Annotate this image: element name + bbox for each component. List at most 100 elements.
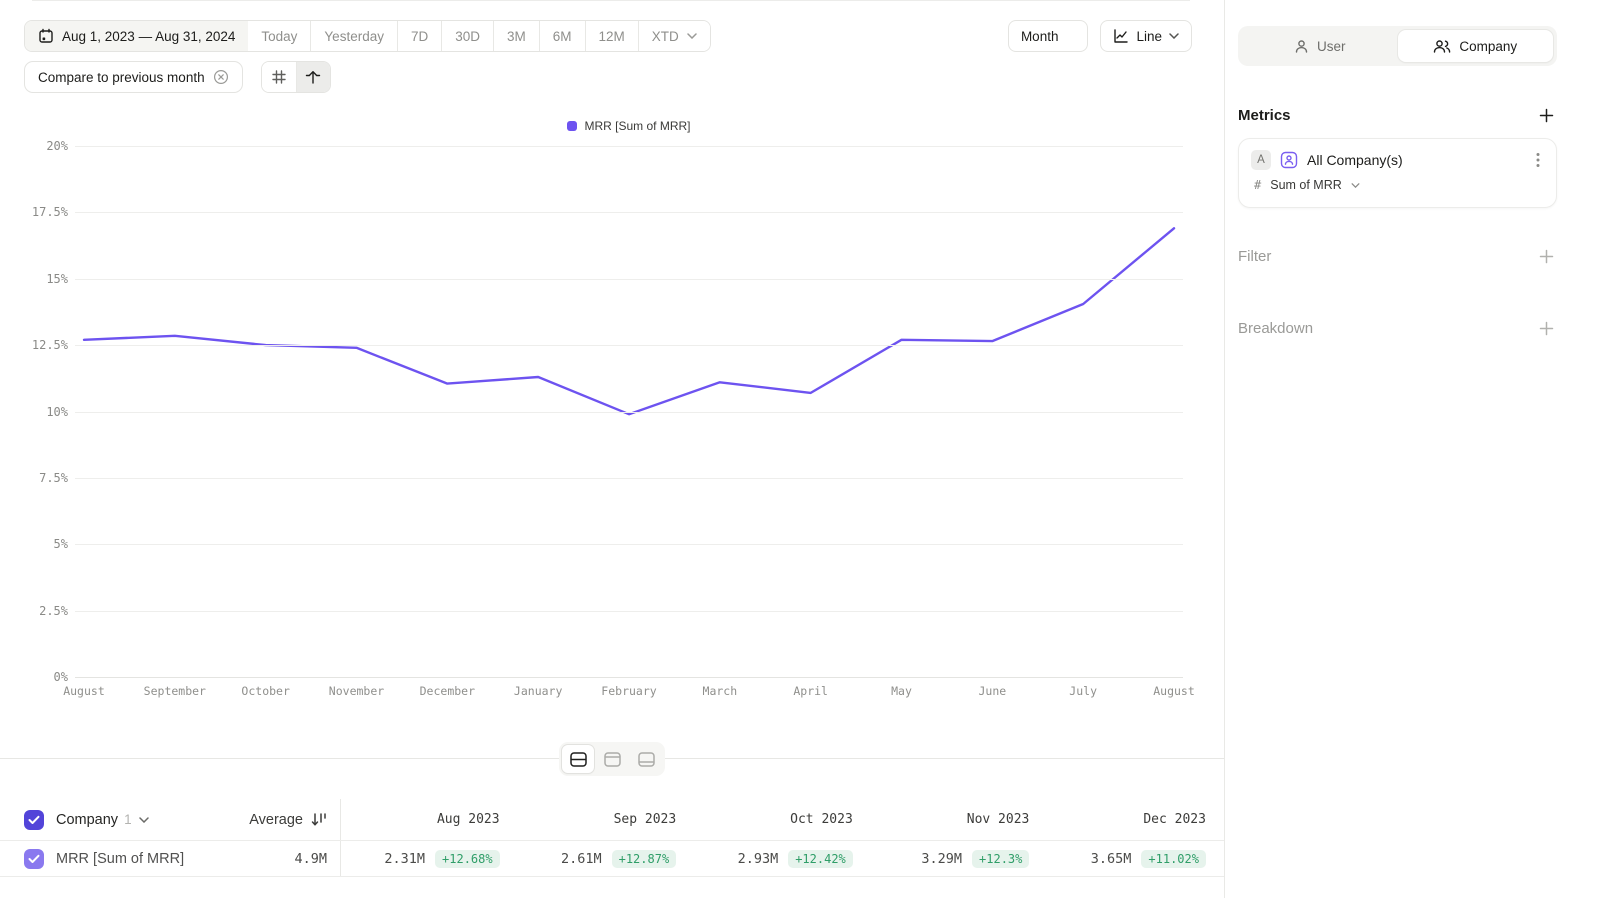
- entity-count: 1: [124, 812, 132, 827]
- x-axis-tick-label: August: [1153, 684, 1195, 698]
- tab-company[interactable]: Company: [1397, 30, 1553, 62]
- cell-value: 2.93M: [737, 850, 779, 867]
- x-axis-tick-label: September: [143, 684, 206, 698]
- layout-bottom-panel-button[interactable]: [630, 745, 662, 773]
- chart-type-label: Line: [1136, 28, 1162, 44]
- row-checkbox[interactable]: [24, 848, 44, 869]
- compare-chip-label: Compare to previous month: [38, 69, 205, 85]
- date-range-label: Aug 1, 2023 — Aug 31, 2024: [62, 28, 236, 44]
- month-value-cell: 2.61M +12.87%: [518, 841, 695, 876]
- quick-range-yesterday-button[interactable]: Yesterday: [310, 21, 397, 51]
- bottom-section: Company 1 Average Aug 2023 Sep 2023 Oct 20…: [0, 742, 1224, 898]
- delta-badge: +12.68%: [435, 849, 500, 868]
- chart-gridline: [75, 610, 1183, 612]
- add-metric-button[interactable]: [1535, 104, 1557, 126]
- line-chart-icon: [1113, 28, 1129, 44]
- top-divider: [32, 0, 1190, 1]
- chart-gridline: [75, 146, 1183, 147]
- y-axis-tick-label: 12.5%: [31, 338, 68, 353]
- cell-value: 2.31M: [384, 850, 426, 867]
- y-axis-tick-label: 15%: [46, 271, 68, 286]
- chevron-down-icon: [687, 33, 697, 39]
- cell-value: 3.65M: [1090, 850, 1132, 867]
- y-axis-tick-label: 5%: [53, 537, 68, 552]
- average-column-label[interactable]: Average: [249, 811, 303, 828]
- chart-gridline: [75, 411, 1183, 413]
- chart-type-dropdown[interactable]: Line: [1100, 20, 1192, 52]
- month-column-header: Oct 2023: [694, 799, 871, 840]
- chevron-down-icon: [1169, 33, 1179, 39]
- x-axis-tick-label: January: [513, 684, 563, 698]
- metric-row-average: 4.9M: [294, 850, 327, 867]
- layout-split-horizontal-button[interactable]: [562, 745, 594, 773]
- quick-range-3m-button[interactable]: 3M: [493, 21, 539, 51]
- mrr-line-series: [82, 227, 1176, 416]
- x-axis-tick-label: August: [63, 684, 105, 698]
- gridlines-toggle-button[interactable]: [261, 62, 296, 92]
- table-row[interactable]: MRR [Sum of MRR] 4.9M 2.31M +12.68% 2.61M +…: [0, 841, 1224, 877]
- compare-chip[interactable]: Compare to previous month: [24, 61, 243, 93]
- quick-range-today-button[interactable]: Today: [248, 21, 311, 51]
- baseline-toggle-button[interactable]: [295, 62, 330, 92]
- y-axis-tick-label: 10%: [46, 404, 68, 419]
- user-icon: [1294, 39, 1309, 54]
- breakdown-section: Breakdown: [1238, 317, 1557, 339]
- metric-options-kebab-icon[interactable]: [1532, 150, 1544, 170]
- metric-card[interactable]: A All Company(s) # Sum of MRR: [1238, 138, 1557, 208]
- quick-range-12m-button[interactable]: 12M: [584, 21, 638, 51]
- tab-user[interactable]: User: [1242, 30, 1398, 62]
- month-column-label: Aug 2023: [436, 812, 500, 827]
- granularity-dropdown[interactable]: Month: [1007, 20, 1089, 52]
- chart-legend: MRR [Sum of MRR]: [75, 119, 1183, 133]
- add-breakdown-button[interactable]: [1535, 317, 1557, 339]
- x-axis-tick-label: March: [702, 684, 738, 698]
- chart-gridline: [75, 345, 1183, 347]
- legend-swatch: [567, 121, 578, 131]
- tab-company-label: Company: [1459, 38, 1518, 54]
- quick-range-xtd-button[interactable]: XTD: [637, 21, 710, 51]
- month-column-header: Nov 2023: [871, 799, 1048, 840]
- config-sidebar: User Company Metrics A: [1224, 0, 1600, 898]
- month-column-label: Dec 2023: [1143, 812, 1206, 827]
- layout-top-panel-button[interactable]: [596, 745, 628, 773]
- toolbar-right: Month Line: [1007, 20, 1192, 52]
- granularity-label: Month: [1020, 28, 1059, 44]
- toolbar-secondary: Compare to previous month: [24, 61, 331, 93]
- chevron-down-icon: [1065, 33, 1075, 39]
- chart-display-toggles: [260, 61, 331, 93]
- metric-row-name: MRR [Sum of MRR]: [56, 850, 185, 867]
- grid-icon: [271, 69, 287, 85]
- metric-row-name-cell: MRR [Sum of MRR] 4.9M: [0, 841, 341, 876]
- calendar-icon: [38, 28, 54, 44]
- x-axis-tick-label: November: [328, 684, 385, 698]
- quick-range-6m-button[interactable]: 6M: [538, 21, 585, 51]
- sort-descending-icon[interactable]: [311, 812, 327, 827]
- quick-range-30d-button[interactable]: 30D: [441, 21, 493, 51]
- y-axis-tick-label: 0%: [53, 670, 68, 684]
- metric-aggregation-row[interactable]: # Sum of MRR: [1251, 178, 1544, 192]
- chevron-down-icon: [1351, 182, 1360, 188]
- x-axis-tick-label: April: [793, 684, 828, 698]
- tab-user-label: User: [1316, 38, 1346, 54]
- y-axis-tick-label: 7.5%: [39, 470, 68, 485]
- quick-range-7d-button[interactable]: 7D: [396, 21, 442, 51]
- breakdown-label: Breakdown: [1238, 319, 1314, 337]
- date-range-button[interactable]: Aug 1, 2023 — Aug 31, 2024: [25, 21, 249, 51]
- metrics-header: Metrics: [1238, 104, 1557, 126]
- numeric-hash-icon: #: [1254, 178, 1262, 192]
- cell-value: 3.29M: [921, 850, 963, 867]
- entity-column-label[interactable]: Company: [56, 811, 119, 828]
- line-chart[interactable]: 0% 2.5% 5% 7.5% 10% 12.5% 15% 17.5% 20% August Sep…: [32, 139, 1195, 698]
- toolbar: Aug 1, 2023 — Aug 31, 2024 Today Yesterda…: [24, 20, 1192, 52]
- xtd-label: XTD: [651, 28, 679, 44]
- select-all-checkbox[interactable]: [24, 809, 44, 830]
- x-axis-tick-label: December: [419, 684, 476, 698]
- month-value-cell: 3.65M +11.02%: [1047, 841, 1224, 876]
- metric-series-badge: A: [1251, 150, 1271, 170]
- add-filter-button[interactable]: [1535, 245, 1557, 267]
- chevron-down-icon[interactable]: [138, 816, 149, 823]
- delta-badge: +11.02%: [1141, 849, 1206, 868]
- close-circle-icon[interactable]: [213, 69, 229, 85]
- chart-gridline: [75, 677, 1183, 678]
- metrics-title: Metrics: [1238, 106, 1291, 124]
